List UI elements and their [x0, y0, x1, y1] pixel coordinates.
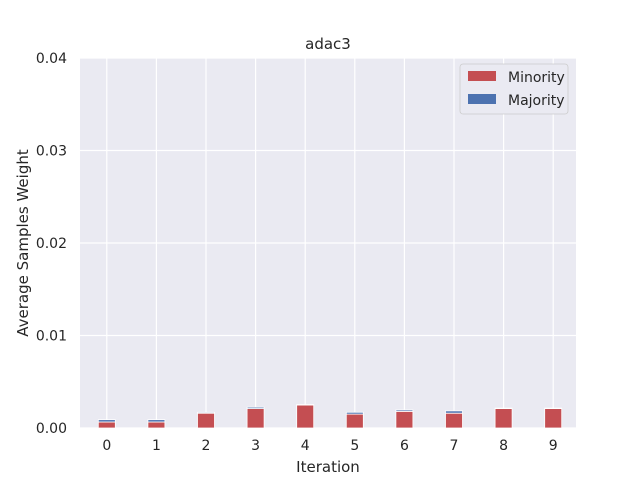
bar-majority-6: [395, 409, 414, 412]
x-tick-label: 7: [450, 438, 459, 454]
x-tick-label: 2: [202, 438, 211, 454]
chart-title: adac3: [305, 35, 351, 53]
x-tick-label: 6: [400, 438, 409, 454]
bar-majority-7: [445, 410, 463, 414]
legend-swatch-majority: [468, 94, 496, 104]
bar-majority-8: [494, 407, 513, 410]
legend-swatch-minority: [468, 71, 496, 81]
legend-label-minority: Minority: [508, 70, 565, 86]
y-tick-label: 0.02: [36, 236, 67, 252]
bar-majority-5: [345, 411, 364, 415]
x-tick-label: 1: [152, 438, 161, 454]
legend-label-majority: Majority: [508, 93, 565, 109]
x-tick-labels: 0 1 2 3 4 5 6 7 8 9: [102, 438, 557, 454]
bar-majority-4: [296, 404, 315, 406]
x-tick-label: 3: [251, 438, 260, 454]
bars: [97, 404, 563, 429]
x-tick-label: 9: [549, 438, 558, 454]
bar-minority-5: [345, 413, 364, 429]
y-tick-label: 0.03: [36, 144, 67, 160]
x-axis-label: Iteration: [296, 458, 360, 476]
y-tick-label: 0.04: [36, 51, 67, 67]
bar-minority-3: [246, 408, 265, 429]
legend: Minority Majority: [459, 63, 569, 115]
x-tick-label: 5: [350, 438, 359, 454]
y-tick-labels: 0.00 0.01 0.02 0.03 0.04: [36, 51, 67, 437]
x-tick-label: 0: [102, 438, 111, 454]
y-tick-label: 0.00: [36, 421, 67, 437]
y-axis-label: Average Samples Weight: [14, 149, 32, 337]
bar-minority-1: [147, 421, 166, 429]
bar-minority-2: [197, 412, 215, 429]
bar-minority-6: [395, 410, 414, 429]
bar-minority-8: [494, 408, 513, 429]
bar-minority-4: [296, 404, 315, 429]
bar-majority-2: [197, 411, 215, 414]
x-tick-label: 4: [301, 438, 310, 454]
y-tick-label: 0.01: [36, 329, 67, 345]
grid-lines: [80, 57, 576, 429]
bar-majority-0: [97, 419, 116, 423]
bar-minority-9: [544, 408, 563, 429]
bar-majority-9: [544, 407, 563, 410]
x-tick-label: 8: [499, 438, 508, 454]
bar-minority-0: [97, 421, 116, 429]
bar-majority-1: [147, 419, 166, 423]
bar-majority-3: [246, 406, 265, 409]
bar-minority-7: [445, 412, 463, 429]
